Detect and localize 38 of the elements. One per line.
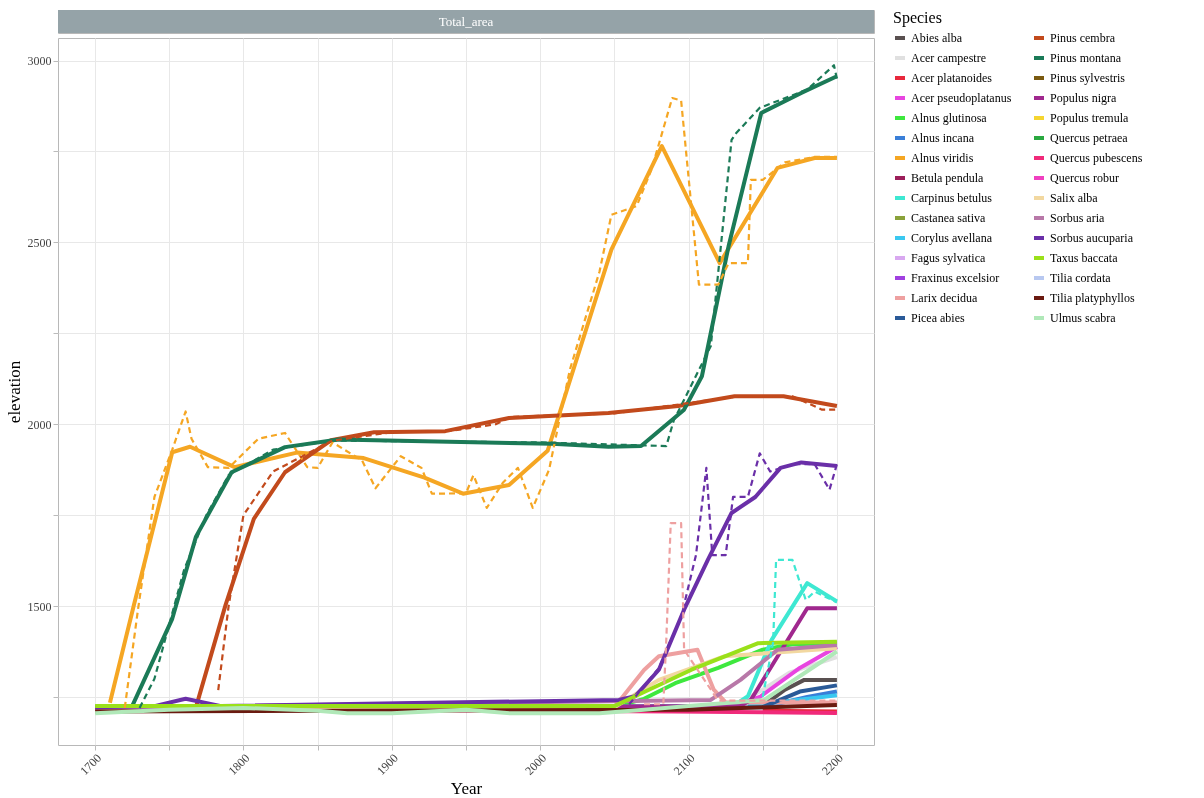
legend-label: Sorbus aria: [1050, 211, 1105, 225]
x-axis-title: Year: [450, 779, 483, 798]
legend-label: Abies alba: [911, 31, 963, 45]
legend-label: Tilia cordata: [1050, 271, 1112, 285]
legend-label: Fraxinus excelsior: [911, 271, 1000, 285]
legend-label: Ulmus scabra: [1050, 311, 1117, 325]
legend-label: Pinus cembra: [1050, 31, 1116, 45]
legend-label: Acer platanoides: [911, 71, 993, 85]
legend-title: Species: [893, 9, 942, 27]
legend-label: Alnus viridis: [911, 151, 974, 165]
legend-label: Alnus glutinosa: [911, 111, 988, 125]
legend-label: Castanea sativa: [911, 211, 986, 225]
legend-label: Acer campestre: [911, 51, 986, 65]
legend-label: Pinus montana: [1050, 51, 1122, 65]
legend-label: Fagus sylvatica: [911, 251, 986, 265]
legend-label: Sorbus aucuparia: [1050, 231, 1134, 245]
legend-label: Picea abies: [911, 311, 965, 325]
legend-label: Betula pendula: [911, 171, 984, 185]
legend-label: Tilia platyphyllos: [1050, 291, 1135, 305]
legend-label: Pinus sylvestris: [1050, 71, 1126, 85]
legend-label: Salix alba: [1050, 191, 1099, 205]
legend-label: Acer pseudoplatanus: [911, 91, 1012, 105]
legend-label: Populus nigra: [1050, 91, 1118, 105]
legend-label: Populus tremula: [1050, 111, 1129, 125]
legend-label: Quercus petraea: [1050, 131, 1129, 145]
y-tick-label: 2000: [27, 417, 52, 432]
y-tick-label: 2500: [27, 235, 52, 250]
y-tick-label: 1500: [27, 599, 52, 614]
chart-title: Total_area: [438, 14, 494, 29]
legend-label: Alnus incana: [911, 131, 975, 145]
legend-label: Quercus pubescens: [1050, 151, 1143, 165]
y-axis-title: elevation: [4, 360, 24, 424]
legend-label: Taxus baccata: [1050, 251, 1119, 265]
legend-label: Quercus robur: [1050, 171, 1119, 185]
legend-label: Corylus avellana: [911, 231, 993, 245]
y-tick-label: 3000: [27, 54, 52, 69]
legend-label: Carpinus betulus: [911, 191, 993, 205]
legend-label: Larix decidua: [911, 291, 978, 305]
